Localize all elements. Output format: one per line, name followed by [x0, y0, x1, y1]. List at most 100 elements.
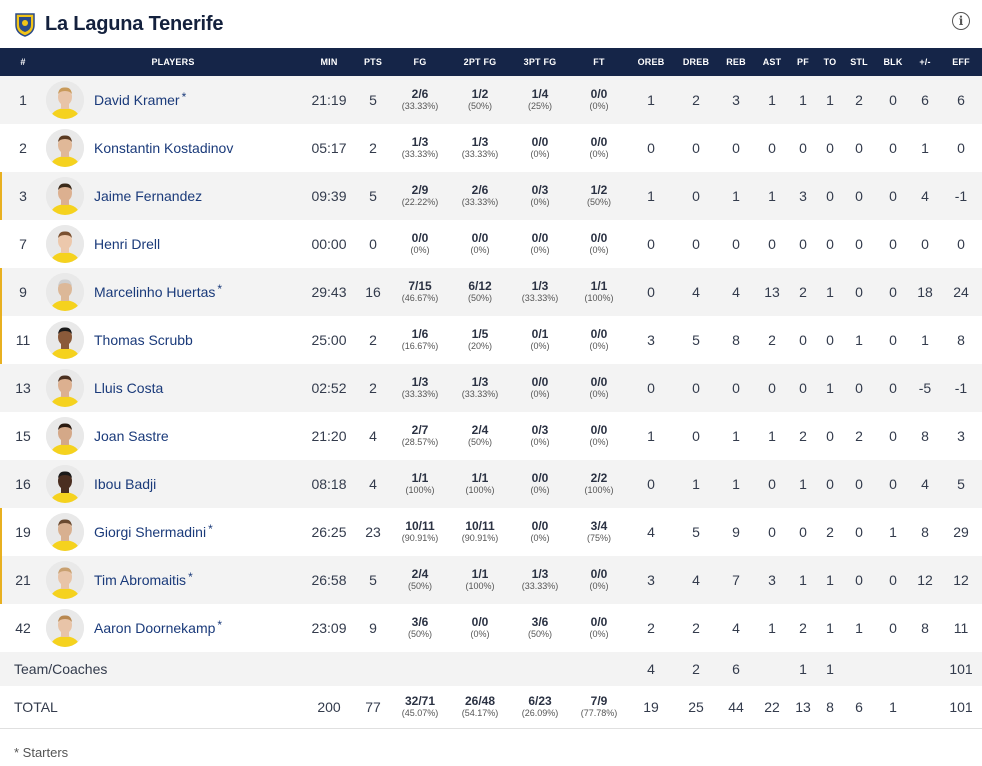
ft: 0/0 (0%) — [572, 316, 626, 364]
minutes: 21:20 — [311, 428, 347, 444]
points: 16 — [365, 284, 381, 300]
stat-pf: 2 — [799, 428, 807, 444]
stat-eff: -1 — [954, 188, 968, 204]
table-row[interactable]: 1 David Kramer * 21:19 5 2/6 (33.33%) 1/2 (50%) 1… — [0, 76, 982, 124]
ft-percentage: (0%) — [589, 629, 609, 639]
total-fg-made-attempted: 32/71 — [404, 693, 436, 708]
stat-stl: 0 — [855, 284, 863, 300]
total-fg-percentage: (45.07%) — [401, 707, 439, 718]
ft: 0/0 (0%) — [572, 412, 626, 460]
jersey-number: 42 — [15, 620, 31, 636]
player-avatar[interactable] — [46, 417, 84, 455]
player-name-link[interactable]: Thomas Scrubb — [94, 332, 193, 348]
player-avatar[interactable] — [46, 177, 84, 215]
fg-percentage: (46.67%) — [401, 293, 439, 303]
fg-percentage: (33.33%) — [401, 149, 439, 159]
stat-blk: 0 — [889, 620, 897, 636]
player-avatar[interactable] — [46, 273, 84, 311]
fg2-made-attempted: 0/0 — [471, 615, 489, 629]
jersey-number: 2 — [19, 140, 27, 156]
column-header: PTS — [363, 57, 383, 67]
ft: 0/0 (0%) — [572, 124, 626, 172]
stat-oreb: 3 — [647, 572, 655, 588]
fg-made-attempted: 1/6 — [411, 327, 429, 341]
table-row[interactable]: 3 Jaime Fernandez 09:39 5 2/9 (22.22%) 2/6 (33.… — [0, 172, 982, 220]
boxscore-table: # PLAYERS MIN PTS FG 2PT FG 3PT FG FT OREB DREB RE… — [0, 48, 982, 729]
stat-stl: 0 — [855, 188, 863, 204]
fg: 10/11 (90.91%) — [388, 508, 452, 556]
stat-reb: 1 — [732, 476, 740, 492]
table-row[interactable]: 7 Henri Drell 00:00 0 0/0 (0%) 0/0 (0%) 0/0 (0%) 0… — [0, 220, 982, 268]
ft-made-attempted: 0/0 — [590, 87, 608, 101]
stat-dreb: 2 — [692, 92, 700, 108]
player-name-link[interactable]: Ibou Badji — [94, 476, 157, 492]
player-avatar[interactable] — [46, 225, 84, 263]
minutes: 00:00 — [311, 236, 347, 252]
ft-percentage: (0%) — [589, 437, 609, 447]
table-row[interactable]: 9 Marcelinho Huertas * 29:43 16 7/15 (46.67%) 6… — [0, 268, 982, 316]
player-avatar[interactable] — [46, 609, 84, 647]
stat-dreb: 4 — [692, 572, 700, 588]
player-avatar[interactable] — [46, 369, 84, 407]
fg2: 1/3 (33.33%) — [452, 364, 508, 412]
table-row[interactable]: 13 Lluis Costa 02:52 2 1/3 (33.33%) 1/3 (33.33%… — [0, 364, 982, 412]
ft-made-attempted: 1/1 — [590, 279, 608, 293]
fg2-made-attempted: 2/4 — [471, 423, 489, 437]
stat-blk: 0 — [889, 188, 897, 204]
stat-eff: 0 — [957, 236, 965, 252]
player-avatar[interactable] — [46, 129, 84, 167]
player-name-link[interactable]: David Kramer — [94, 92, 180, 108]
player-avatar[interactable] — [46, 465, 84, 503]
table-row[interactable]: 2 Konstantin Kostadinov 05:17 2 1/3 (33.33%) 1… — [0, 124, 982, 172]
player-name-link[interactable]: Lluis Costa — [94, 380, 164, 396]
stat-pm: 1 — [921, 332, 929, 348]
player-name-link[interactable]: Henri Drell — [94, 236, 161, 252]
fg3-percentage: (0%) — [530, 149, 550, 159]
total-fg3-made-attempted: 6/23 — [528, 693, 552, 708]
ft-made-attempted: 0/0 — [590, 375, 608, 389]
fg2-made-attempted: 0/0 — [471, 231, 489, 245]
player-avatar[interactable] — [46, 561, 84, 599]
stat-dreb: 5 — [692, 524, 700, 540]
stat-pf: 1 — [799, 92, 807, 108]
fg-percentage: (50%) — [407, 581, 432, 591]
starter-marker: * — [188, 570, 193, 584]
ft-percentage: (0%) — [589, 101, 609, 111]
stat-ast: 0 — [768, 524, 776, 540]
player-name-link[interactable]: Konstantin Kostadinov — [94, 140, 234, 156]
player-name-link[interactable]: Tim Abromaitis — [94, 572, 187, 588]
player-name-link[interactable]: Jaime Fernandez — [94, 188, 203, 204]
stat-blk: 0 — [889, 236, 897, 252]
player-name-link[interactable]: Marcelinho Huertas — [94, 284, 216, 300]
table-header-row: # PLAYERS MIN PTS FG 2PT FG 3PT FG FT OREB DREB RE… — [0, 48, 982, 76]
player-name-link[interactable]: Joan Sastre — [94, 428, 169, 444]
fg2: 0/0 (0%) — [452, 604, 508, 652]
player-name-link[interactable]: Aaron Doornekamp — [94, 620, 216, 636]
stat-eff: 8 — [957, 332, 965, 348]
stat-pm: 6 — [921, 92, 929, 108]
player-avatar[interactable] — [46, 321, 84, 359]
fg2-made-attempted: 6/12 — [468, 279, 492, 293]
column-header: PF — [797, 57, 809, 67]
table-row[interactable]: 21 Tim Abromaitis * 26:58 5 2/4 (50%) 1/1 (100%)… — [0, 556, 982, 604]
table-row[interactable]: 16 Ibou Badji 08:18 4 1/1 (100%) 1/1 (100%) 0/0(… — [0, 460, 982, 508]
table-row[interactable]: 11 Thomas Scrubb 25:00 2 1/6 (16.67%) 1/5 (20%)… — [0, 316, 982, 364]
player-cell: Lluis Costa — [46, 364, 300, 412]
fg2: 0/0 (0%) — [452, 220, 508, 268]
player-avatar[interactable] — [46, 513, 84, 551]
table-row[interactable]: 42 Aaron Doornekamp * 23:09 9 3/6 (50%) 0/0 (0%)… — [0, 604, 982, 652]
jersey-number: 11 — [0, 316, 46, 364]
player-name-link[interactable]: Giorgi Shermadini — [94, 524, 207, 540]
stat-eff: 24 — [953, 284, 969, 300]
table-row[interactable]: 15 Joan Sastre 21:20 4 2/7 (28.57%) 2/4 (50%) 0/… — [0, 412, 982, 460]
points: 2 — [369, 332, 377, 348]
fg3-made-attempted: 1/3 — [531, 567, 549, 581]
total-fg2-percentage: (54.17%) — [461, 707, 499, 718]
stat-pm: 8 — [921, 620, 929, 636]
player-avatar[interactable] — [46, 81, 84, 119]
info-icon[interactable]: i — [952, 12, 970, 30]
fg-percentage: (16.67%) — [401, 341, 439, 351]
table-row[interactable]: 19 Giorgi Shermadini * 26:25 23 10/11 (90.91%)… — [0, 508, 982, 556]
player-cell: Henri Drell — [46, 220, 300, 268]
stat-oreb: 0 — [647, 476, 655, 492]
